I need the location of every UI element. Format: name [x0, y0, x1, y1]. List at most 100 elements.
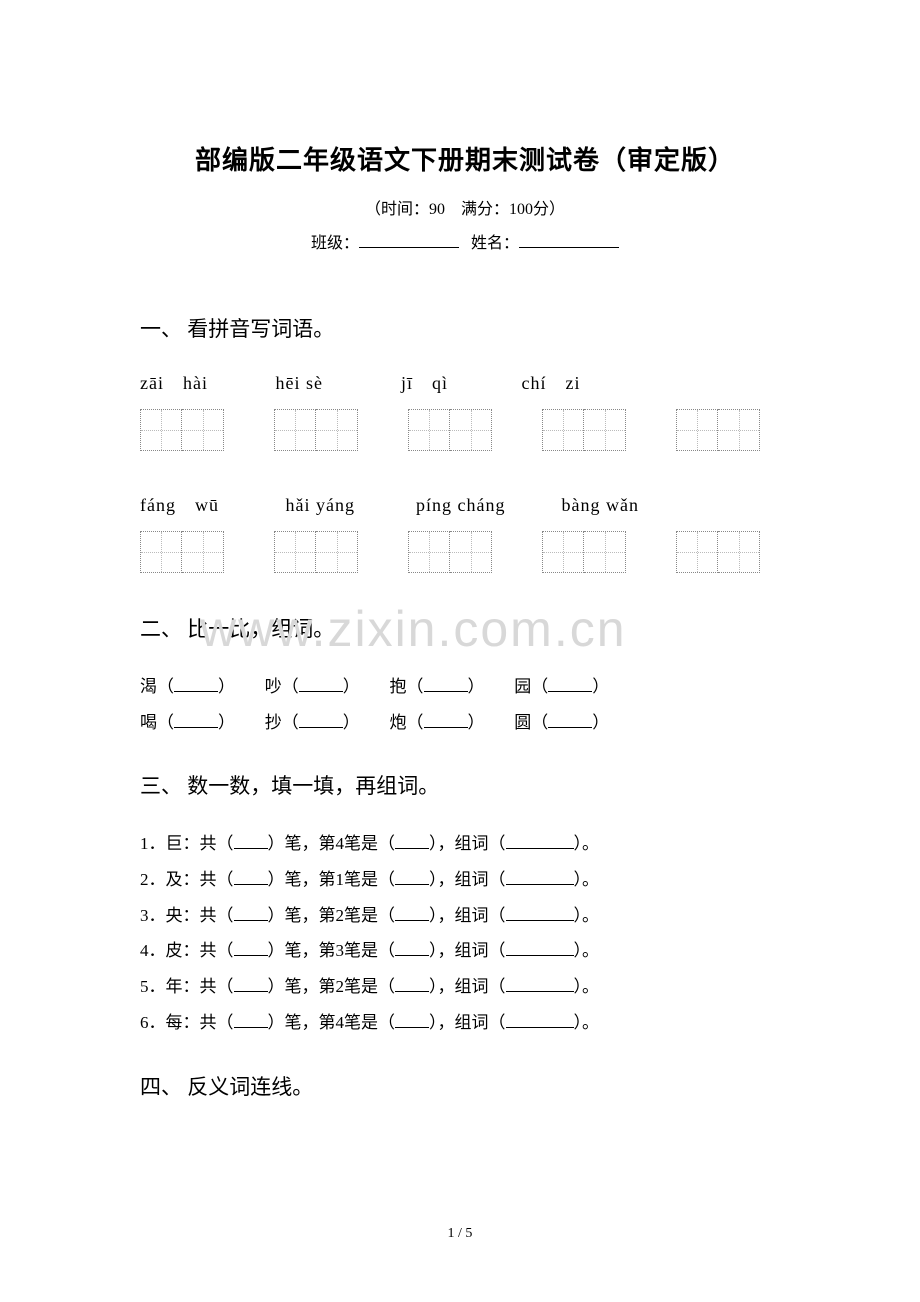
- name-label: 姓名：: [471, 235, 519, 252]
- char-box-pair: [274, 409, 358, 451]
- item-char: 每: [166, 1013, 183, 1032]
- char-box-pair: [542, 409, 626, 451]
- char-box: [408, 409, 450, 451]
- char-box: [274, 531, 316, 573]
- char: 抄: [265, 713, 282, 732]
- char: 园: [514, 677, 531, 696]
- pinyin-row-2: fáng wū hǎi yáng píng cháng bàng wǎn: [140, 491, 790, 517]
- stroke-item: 6．每：共（）笔，第4笔是（），组词（）。: [140, 1005, 790, 1041]
- stroke-pos: 2: [336, 906, 345, 925]
- item-char: 巨: [166, 834, 183, 853]
- char: 喝: [140, 713, 157, 732]
- char-box: [718, 531, 760, 573]
- section-2-head: 二、 比一比，组词。: [140, 613, 790, 643]
- blank: [395, 1027, 429, 1028]
- char-box-pair: [676, 409, 760, 451]
- blank: [506, 884, 574, 885]
- section-3-head: 三、 数一数，填一填，再组词。: [140, 770, 790, 800]
- char-box: [542, 409, 584, 451]
- char: 炮: [390, 713, 407, 732]
- item-char: 皮: [166, 941, 183, 960]
- boxes-row-2: [140, 531, 790, 573]
- char-box: [316, 409, 358, 451]
- blank: [234, 991, 268, 992]
- blank: [506, 1027, 574, 1028]
- blank: [506, 955, 574, 956]
- blank: [424, 727, 468, 728]
- section-3: 三、 数一数，填一填，再组词。 1．巨：共（）笔，第4笔是（），组词（）。2．及…: [140, 770, 790, 1040]
- pinyin: zāi hài: [140, 369, 270, 395]
- stroke-pos: 1: [336, 870, 345, 889]
- item-num: 1．: [140, 834, 166, 853]
- char-box: [718, 409, 760, 451]
- char-box: [182, 531, 224, 573]
- class-info: 班级： 姓名：: [140, 229, 790, 253]
- pinyin: píng cháng: [416, 495, 556, 516]
- stroke-item: 4．皮：共（）笔，第3笔是（），组词（）。: [140, 933, 790, 969]
- stroke-item: 1．巨：共（）笔，第4笔是（），组词（）。: [140, 826, 790, 862]
- pinyin: hēi sè: [276, 373, 396, 394]
- char: 吵: [265, 677, 282, 696]
- char-box: [450, 409, 492, 451]
- char-box: [316, 531, 358, 573]
- blank: [299, 691, 343, 692]
- char-box-pair: [676, 531, 760, 573]
- blank: [506, 920, 574, 921]
- char-box: [584, 531, 626, 573]
- blank: [234, 955, 268, 956]
- stroke-pos: 3: [336, 941, 345, 960]
- blank: [395, 884, 429, 885]
- item-num: 5．: [140, 977, 166, 996]
- pinyin-row-1: zāi hài hēi sè jī qì chí zi: [140, 369, 790, 395]
- page-footer: 1 / 5: [0, 1226, 920, 1242]
- pinyin: chí zi: [522, 369, 581, 395]
- char-box-pair: [140, 409, 224, 451]
- compare-row-2: 喝（） 抄（） 炮（） 圆（）: [140, 705, 790, 741]
- blank: [395, 991, 429, 992]
- item-num: 4．: [140, 941, 166, 960]
- char-box: [140, 531, 182, 573]
- char-box: [542, 531, 584, 573]
- blank: [174, 691, 218, 692]
- section-1: 一、 看拼音写词语。 zāi hài hēi sè jī qì chí zi f…: [140, 313, 790, 573]
- stroke-pos: 2: [336, 977, 345, 996]
- stroke-pos: 4: [336, 1013, 345, 1032]
- blank: [548, 691, 592, 692]
- name-blank: [519, 232, 619, 248]
- item-char: 央: [166, 906, 183, 925]
- stroke-item: 2．及：共（）笔，第1笔是（），组词（）。: [140, 862, 790, 898]
- pinyin: hǎi yáng: [286, 495, 411, 516]
- section-4: 四、 反义词连线。: [140, 1071, 790, 1101]
- blank: [234, 1027, 268, 1028]
- blank: [548, 727, 592, 728]
- char-box-pair: [408, 409, 492, 451]
- stroke-item: 3．央：共（）笔，第2笔是（），组词（）。: [140, 898, 790, 934]
- compare-row-1: 渴（） 吵（） 抱（） 园（）: [140, 669, 790, 705]
- boxes-row-1: [140, 409, 790, 451]
- char: 圆: [514, 713, 531, 732]
- pinyin: fáng wū: [140, 491, 280, 517]
- char-box: [274, 409, 316, 451]
- section-4-head: 四、 反义词连线。: [140, 1071, 790, 1101]
- char-box-pair: [542, 531, 626, 573]
- class-label: 班级：: [311, 235, 359, 252]
- blank: [424, 691, 468, 692]
- char-box: [408, 531, 450, 573]
- item-num: 6．: [140, 1013, 166, 1032]
- blank: [395, 955, 429, 956]
- char-box-pair: [140, 531, 224, 573]
- stroke-pos: 4: [336, 834, 345, 853]
- item-num: 3．: [140, 906, 166, 925]
- blank: [234, 884, 268, 885]
- item-num: 2．: [140, 870, 166, 889]
- item-char: 及: [166, 870, 183, 889]
- blank: [234, 848, 268, 849]
- char-box-pair: [274, 531, 358, 573]
- meta-line: （时间：90 满分：100分）: [140, 195, 790, 219]
- char-box: [584, 409, 626, 451]
- char-box: [450, 531, 492, 573]
- blank: [506, 848, 574, 849]
- pinyin: bàng wǎn: [562, 495, 639, 516]
- stroke-item: 5．年：共（）笔，第2笔是（），组词（）。: [140, 969, 790, 1005]
- blank: [395, 920, 429, 921]
